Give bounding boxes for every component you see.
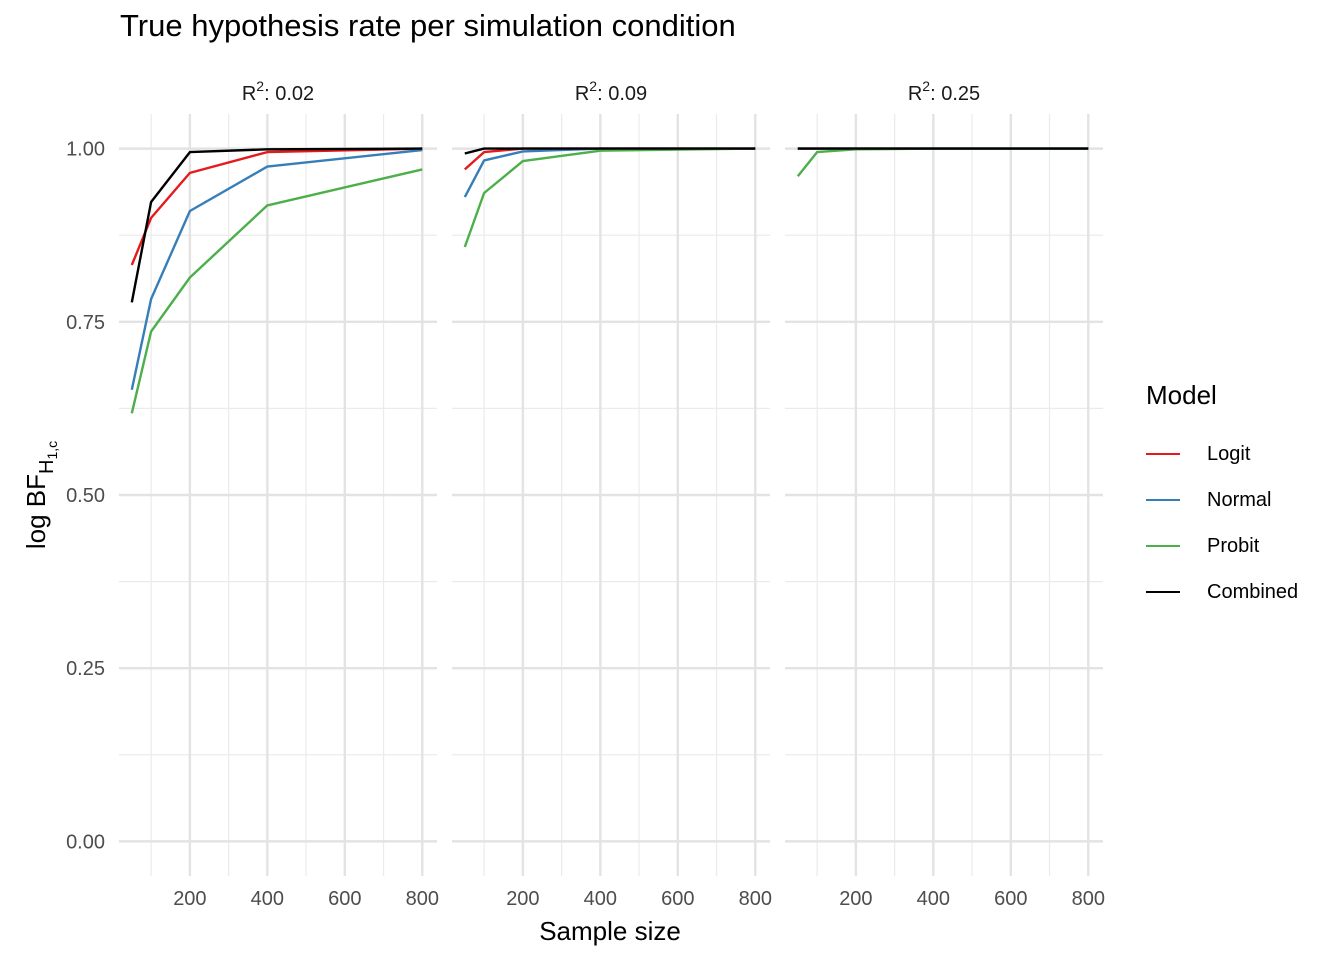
x-tick-label: 800	[406, 888, 439, 910]
strip-label-main: R	[575, 83, 589, 105]
legend-title: Model	[1146, 380, 1217, 410]
x-tick-label: 200	[506, 888, 539, 910]
x-tick-label: 400	[917, 888, 950, 910]
series-line-probit	[796, 147, 1089, 178]
y-tick-label: 0.25	[66, 658, 105, 680]
legend-item-normal: Normal	[1146, 477, 1298, 523]
y-tick-label: 1.00	[66, 139, 105, 161]
panel-1: 200 400 600 800 R2: 0.02	[119, 78, 439, 910]
legend-key-normal	[1146, 499, 1180, 501]
panel-3: 200 400 600 800 R2: 0.25	[785, 78, 1105, 910]
legend-key-logit	[1146, 453, 1180, 455]
x-tick-label: 200	[839, 888, 872, 910]
x-tick-label: 600	[661, 888, 694, 910]
x-tick-label: 800	[739, 888, 772, 910]
legend-item-logit: Logit	[1146, 431, 1298, 477]
legend-item-combined: Combined	[1146, 569, 1298, 615]
panel-strip-label: R2: 0.25	[908, 78, 980, 105]
series-line-probit	[130, 168, 423, 414]
y-axis-title: log BFH1,c	[21, 441, 60, 549]
legend: Model Logit Normal Probit Combined	[1146, 380, 1298, 615]
y-axis-title-sub: H	[36, 460, 58, 474]
strip-label-value: : 0.09	[597, 83, 647, 105]
strip-label-value: : 0.02	[264, 83, 314, 105]
y-axis-title-subsub: 1,c	[44, 441, 60, 460]
y-axis-title-main: log BF	[21, 474, 51, 549]
legend-key-probit	[1146, 545, 1180, 547]
strip-label-superscript: 2	[922, 78, 930, 94]
legend-item-probit: Probit	[1146, 523, 1298, 569]
panel-2: 200 400 600 800 R2: 0.09	[452, 78, 772, 910]
x-tick-label: 800	[1072, 888, 1105, 910]
x-tick-label: 400	[251, 888, 284, 910]
legend-label-combined: Combined	[1207, 580, 1299, 603]
x-axis-title: Sample size	[539, 916, 681, 946]
strip-label-value: : 0.25	[930, 83, 980, 105]
strip-label-main: R	[242, 83, 256, 105]
x-tick-label: 600	[994, 888, 1027, 910]
strip-label-superscript: 2	[256, 78, 264, 94]
y-tick-label: 0.50	[66, 485, 105, 507]
panel-strip-label: R2: 0.02	[242, 78, 314, 105]
series-line-normal	[130, 148, 423, 390]
panel-strip-label: R2: 0.09	[575, 78, 647, 105]
y-tick-label: 0.75	[66, 312, 105, 334]
x-tick-label: 400	[584, 888, 617, 910]
legend-key-combined	[1146, 591, 1180, 593]
chart-title: True hypothesis rate per simulation cond…	[120, 8, 736, 43]
series-line-combined	[130, 147, 423, 303]
y-tick-label: 0.00	[66, 831, 105, 853]
x-tick-label: 600	[328, 888, 361, 910]
legend-label-probit: Probit	[1207, 534, 1260, 557]
x-tick-label: 200	[173, 888, 206, 910]
legend-label-normal: Normal	[1207, 488, 1272, 511]
strip-label-main: R	[908, 83, 922, 105]
legend-label-logit: Logit	[1207, 442, 1251, 465]
series-line-probit	[463, 147, 756, 248]
strip-label-superscript: 2	[589, 78, 597, 94]
series-line-combined	[464, 147, 756, 155]
